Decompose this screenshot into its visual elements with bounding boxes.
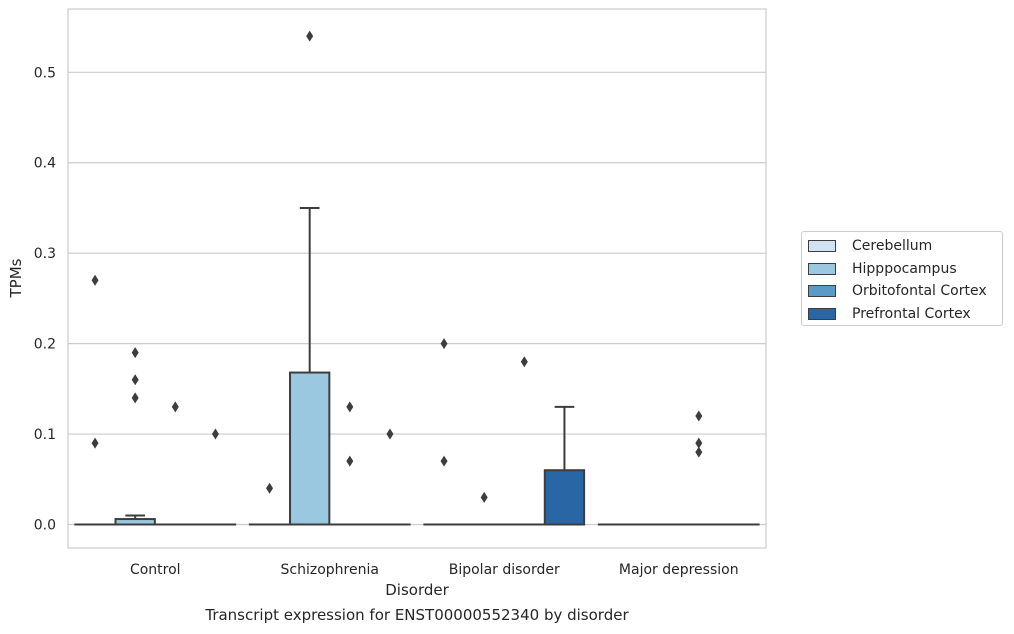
- box: [289, 371, 331, 526]
- outlier-marker: [171, 401, 179, 413]
- plot-area: [68, 9, 766, 548]
- y-tick-label: 0.5: [34, 65, 56, 81]
- x-tick-label: Bipolar disorder: [449, 562, 560, 578]
- legend-swatch: [808, 240, 836, 253]
- y-axis-title: TPMs: [7, 258, 25, 298]
- series-prefrontal-cortex: [194, 405, 760, 526]
- plot-frame: [67, 8, 767, 549]
- outlier-marker: [131, 347, 139, 359]
- outlier-marker: [306, 30, 314, 42]
- outlier-marker: [91, 437, 99, 449]
- outlier-marker: [695, 410, 703, 422]
- box: [543, 469, 586, 526]
- series-hipppocampus: [114, 30, 680, 526]
- legend-label: Hipppocampus: [852, 260, 957, 277]
- y-tick-label: 0.4: [34, 156, 56, 172]
- legend-swatch: [808, 262, 836, 275]
- chart-caption: Transcript expression for ENST0000055234…: [205, 606, 629, 624]
- y-tick-label: 0.1: [34, 427, 56, 443]
- outlier-marker: [695, 446, 703, 458]
- legend-label: Cerebellum: [852, 238, 933, 255]
- legend-label: Prefrontal Cortex: [852, 305, 971, 322]
- x-axis-title: Disorder: [385, 581, 449, 599]
- outlier-marker: [520, 356, 528, 368]
- outlier-marker: [346, 401, 354, 413]
- legend-item: Cerebellum: [808, 235, 1002, 258]
- x-tick-label: Major depression: [619, 562, 739, 578]
- outlier-marker: [440, 338, 448, 350]
- legend-item: Orbitofontal Cortex: [808, 280, 1002, 303]
- legend: Cerebellum Hipppocampus Orbitofontal Corte…: [801, 231, 1003, 326]
- series-orbitofontal-cortex: [154, 356, 720, 526]
- y-tick-label: 0.3: [34, 246, 56, 262]
- legend-swatch: [808, 285, 836, 298]
- legend-item: Hipppocampus: [808, 258, 1002, 281]
- y-tick-label: 0.0: [34, 517, 56, 533]
- outlier-marker: [695, 437, 703, 449]
- legend-item: Prefrontal Cortex: [808, 303, 1002, 326]
- outlier-marker: [480, 491, 488, 503]
- outlier-marker: [91, 274, 99, 286]
- legend-label: Orbitofontal Cortex: [852, 283, 987, 300]
- outlier-marker: [346, 455, 354, 467]
- x-tick-labels: Control Schizophrenia Bipolar disorder Majo…: [130, 562, 739, 578]
- x-tick-label: Schizophrenia: [281, 562, 379, 578]
- outlier-marker: [131, 374, 139, 386]
- outlier-marker: [440, 455, 448, 467]
- y-tick-label: 0.2: [34, 337, 56, 353]
- box-series: [74, 30, 760, 526]
- y-tick-labels: 0.0 0.1 0.2 0.3 0.4 0.5: [34, 65, 56, 533]
- x-tick-label: Control: [130, 562, 181, 578]
- legend-swatch: [808, 307, 836, 320]
- outlier-marker: [211, 428, 219, 440]
- outlier-marker: [131, 392, 139, 404]
- outlier-marker: [266, 482, 274, 494]
- outlier-marker: [386, 428, 394, 440]
- series-cerebellum: [74, 274, 640, 526]
